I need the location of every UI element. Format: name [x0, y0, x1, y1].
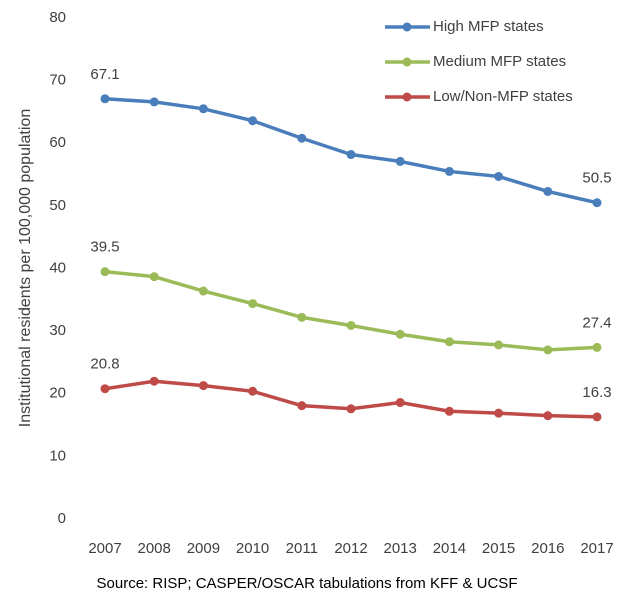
y-tick-label: 70 — [49, 72, 66, 89]
y-axis-label: Institutional residents per 100,000 popu… — [17, 109, 34, 427]
legend-label: Low/Non-MFP states — [433, 88, 573, 105]
data-point — [149, 97, 159, 107]
data-point — [297, 312, 307, 322]
data-point — [198, 286, 208, 296]
data-point — [444, 406, 454, 416]
data-point — [297, 401, 307, 411]
series-line — [104, 269, 598, 352]
data-point — [444, 166, 454, 176]
x-tick-label: 2009 — [187, 540, 220, 557]
data-point — [346, 404, 356, 414]
x-tick-label: 2015 — [482, 540, 515, 557]
data-point — [149, 272, 159, 282]
legend-label: High MFP states — [433, 18, 544, 35]
data-point — [100, 267, 110, 277]
x-tick-label: 2010 — [236, 540, 269, 557]
x-tick-label: 2017 — [580, 540, 613, 557]
data-point — [100, 384, 110, 394]
x-tick-label: 2014 — [433, 540, 466, 557]
source-note: Source: RISP; CASPER/OSCAR tabulations f… — [97, 575, 518, 592]
data-point — [346, 320, 356, 330]
data-point — [149, 376, 159, 386]
data-point — [444, 337, 454, 347]
data-point — [248, 299, 258, 309]
data-point — [395, 398, 405, 408]
data-point — [592, 412, 602, 422]
data-point — [543, 411, 553, 421]
data-point — [248, 386, 258, 396]
data-label: 50.5 — [582, 170, 611, 187]
data-point — [395, 156, 405, 166]
legend-marker — [402, 22, 412, 32]
legend-marker — [402, 57, 412, 67]
x-tick-label: 2013 — [384, 540, 417, 557]
data-label: 20.8 — [90, 356, 119, 373]
legend-label: Medium MFP states — [433, 53, 566, 70]
data-label: 16.3 — [582, 384, 611, 401]
data-point — [494, 408, 504, 418]
data-point — [198, 104, 208, 114]
data-point — [198, 381, 208, 391]
y-tick-label: 50 — [49, 197, 66, 214]
x-tick-label: 2016 — [531, 540, 564, 557]
y-tick-label: 20 — [49, 385, 66, 402]
data-point — [543, 345, 553, 355]
x-tick-label: 2011 — [286, 540, 318, 557]
data-point — [346, 150, 356, 160]
data-label: 67.1 — [90, 66, 119, 83]
y-tick-label: 40 — [49, 259, 66, 276]
x-tick-label: 2008 — [138, 540, 171, 557]
data-point — [592, 342, 602, 352]
data-point — [395, 329, 405, 339]
data-label: 27.4 — [582, 314, 611, 331]
x-tick-label: 2007 — [88, 540, 121, 557]
y-tick-label: 30 — [49, 322, 66, 339]
data-point — [494, 171, 504, 181]
y-tick-label: 60 — [49, 134, 66, 151]
y-tick-label: 0 — [58, 510, 66, 527]
data-point — [100, 94, 110, 104]
data-label: 39.5 — [90, 239, 119, 256]
data-point — [592, 198, 602, 208]
x-tick-label: 2012 — [334, 540, 367, 557]
y-tick-label: 80 — [49, 9, 66, 26]
y-tick-label: 10 — [49, 447, 66, 464]
data-point — [248, 116, 258, 126]
data-point — [543, 186, 553, 196]
data-point — [297, 133, 307, 143]
data-point — [494, 340, 504, 350]
legend-marker — [402, 92, 412, 102]
